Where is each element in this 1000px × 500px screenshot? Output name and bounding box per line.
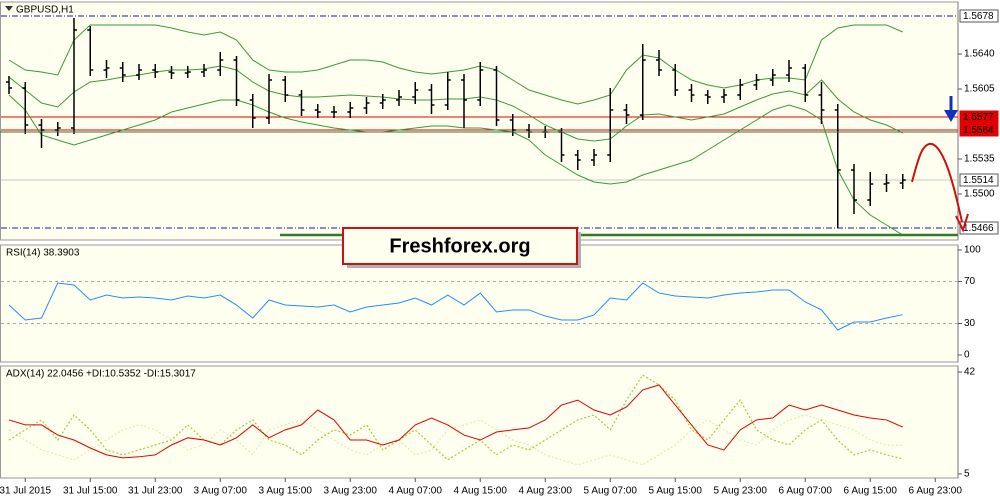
x-tick-label: 31 Jul 15:00 (63, 486, 118, 497)
series-line (8, 414, 903, 466)
x-tick-label: 5 Aug 15:00 (649, 486, 703, 497)
forecast-arrow (911, 142, 963, 223)
signal-arrow-head (944, 110, 958, 122)
panel-title: RSI(14) 38.3903 (6, 248, 80, 259)
x-tick-label: 4 Aug 15:00 (454, 486, 508, 497)
y-tick-label: 1.5500 (964, 189, 995, 200)
level-label: 1.5514 (963, 175, 994, 186)
x-tick-label: 5 Aug 23:00 (714, 486, 768, 497)
x-tick-label: 6 Aug 23:00 (909, 486, 963, 497)
x-tick-label: 4 Aug 07:00 (389, 486, 443, 497)
series-line (8, 94, 904, 236)
y-tick-label: 100 (964, 245, 981, 256)
x-tick-label: 6 Aug 15:00 (844, 486, 898, 497)
x-tick-label: 31 Jul 2015 (0, 486, 52, 497)
level-label: 1.5466 (963, 223, 994, 234)
level-label: 1.5577 (963, 112, 994, 123)
panel (0, 1, 959, 241)
y-tick-label: 30 (964, 318, 976, 329)
y-tick-label: 70 (964, 276, 976, 287)
x-tick-label: 5 Aug 07:00 (584, 486, 638, 497)
y-tick-label: 1.5640 (964, 49, 995, 60)
watermark: Freshforex.org (342, 227, 581, 268)
panel-title: GBPUSD,H1 (16, 5, 74, 16)
level-label-box (959, 173, 999, 187)
level-label-box (959, 123, 999, 137)
panel (0, 365, 959, 479)
x-tick-label: 6 Aug 07:00 (779, 486, 833, 497)
x-tick-label: 3 Aug 15:00 (259, 486, 313, 497)
forecast-arrow-head (955, 213, 969, 233)
series-line (8, 384, 903, 459)
y-tick-label: 5 (964, 469, 970, 480)
x-tick-label: 31 Jul 23:00 (128, 486, 183, 497)
y-tick-label: 1.5605 (964, 84, 995, 95)
level-label: 1.5564 (963, 125, 994, 136)
watermark-box (342, 227, 578, 265)
y-tick-label: 42 (964, 367, 976, 378)
series-line (8, 282, 903, 331)
level-label-box (959, 110, 999, 124)
watermark-text: Freshforex.org (389, 235, 530, 257)
series-line (8, 24, 903, 105)
y-tick-label: 1.5535 (964, 154, 995, 165)
level-label: 1.5678 (963, 11, 994, 22)
menu-icon (5, 6, 13, 11)
y-tick-label: 0 (964, 350, 970, 361)
x-tick-label: 4 Aug 23:00 (519, 486, 573, 497)
x-tick-label: 3 Aug 23:00 (324, 486, 378, 497)
series-line (8, 374, 903, 461)
panel-title: ADX(14) 22.0456 +DI:10.5352 -DI:15.3017 (6, 369, 196, 380)
x-tick-label: 3 Aug 07:00 (194, 486, 248, 497)
level-label-box (959, 221, 999, 235)
level-label-box (959, 9, 999, 23)
